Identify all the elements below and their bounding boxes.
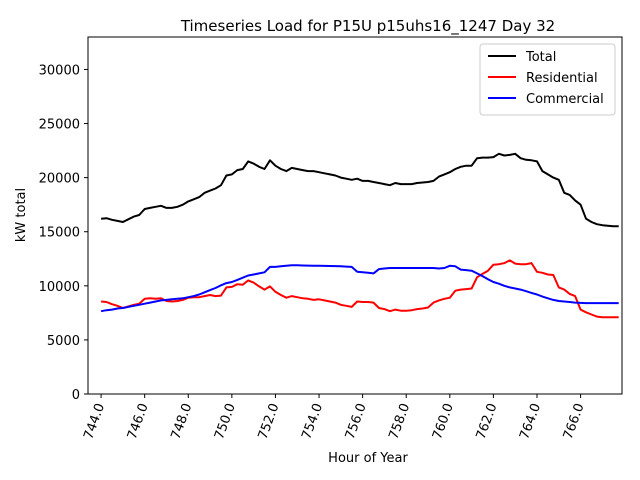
y-tick-label: 0 <box>72 388 80 403</box>
x-tick-label: 750.0 <box>212 401 239 441</box>
x-tick-label: 752.0 <box>256 401 283 441</box>
series-line-residential <box>101 259 619 319</box>
legend-label-commercial: Commercial <box>526 92 604 107</box>
plot-frame <box>87 36 623 395</box>
y-tick-label: 5000 <box>47 334 80 349</box>
x-tick-label: 748.0 <box>168 401 195 441</box>
chart-title: Timeseries Load for P15U p15uhs16_1247 D… <box>180 17 555 36</box>
y-tick-label: 25000 <box>39 118 80 133</box>
x-tick-label: 762.0 <box>474 401 501 441</box>
y-tick-label: 20000 <box>39 172 80 187</box>
legend-label-total: Total <box>525 50 556 65</box>
x-tick-label: 760.0 <box>430 401 457 441</box>
x-tick-label: 756.0 <box>343 401 370 441</box>
x-tick-label: 758.0 <box>386 401 413 441</box>
legend: Total Residential Commercial <box>479 43 616 116</box>
legend-label-residential: Residential <box>526 71 598 86</box>
x-axis-label: Hour of Year <box>328 451 408 466</box>
y-axis-label: kW total <box>14 188 29 242</box>
y-tick-label: 10000 <box>39 280 80 295</box>
x-tick-label: 746.0 <box>125 401 152 441</box>
x-tick-label: 744.0 <box>81 401 108 441</box>
x-tick-label: 766.0 <box>561 401 588 441</box>
x-tick-label: 754.0 <box>299 401 326 441</box>
plot-area: 0 5000 10000 15000 20000 25000 30000 744.0 746.0… <box>39 36 623 442</box>
x-tick-label: 764.0 <box>517 401 544 441</box>
y-tick-label: 30000 <box>39 63 80 78</box>
y-tick-label: 15000 <box>39 226 80 241</box>
series-line-commercial <box>100 264 619 313</box>
series-line-total <box>101 152 619 228</box>
